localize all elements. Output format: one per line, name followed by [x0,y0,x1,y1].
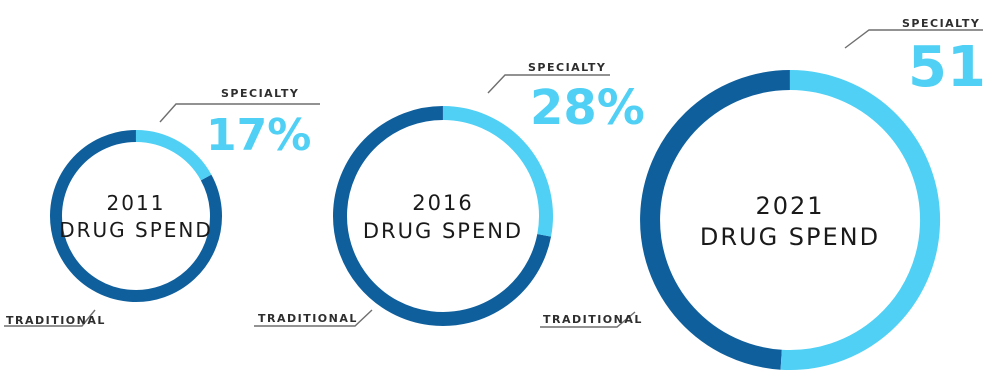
center-title: DRUG SPEND [700,223,880,251]
specialty-label: SPECIALTY [902,17,980,30]
specialty-leader-line [487,74,610,94]
traditional-label: TRADITIONAL [543,313,643,326]
traditional-leader-line [254,309,373,327]
center-title: DRUG SPEND [363,219,523,243]
traditional-label: TRADITIONAL [258,312,358,325]
traditional-slice [333,106,552,326]
specialty-percent: 17% [206,110,311,161]
donut-2011: 2011 DRUG SPEND SPECIALTY 17% TRADITIONAL [4,87,320,327]
specialty-label: SPECIALTY [528,61,606,74]
traditional-leader-line [4,309,96,327]
traditional-leader-line [540,311,636,328]
traditional-label: TRADITIONAL [6,314,106,327]
center-year: 2016 [412,191,473,215]
center-year: 2011 [107,191,166,215]
specialty-label: SPECIALTY [221,87,299,100]
specialty-slice [442,106,553,237]
specialty-leader-line [844,29,983,49]
specialty-percent: 28% [530,80,645,136]
center-year: 2021 [755,192,824,220]
specialty-percent: 51% [908,35,983,100]
donut-2021: 2021 DRUG SPEND SPECIALTY 51% TRADITIONAL [540,17,983,370]
traditional-slice [50,130,222,302]
traditional-slice [640,70,790,370]
donut-2016: 2016 DRUG SPEND SPECIALTY 28% TRADITIONAL [254,61,645,327]
specialty-slice [135,130,212,181]
specialty-leader-line [159,103,320,123]
center-title: DRUG SPEND [59,218,213,242]
specialty-slice [780,70,940,370]
